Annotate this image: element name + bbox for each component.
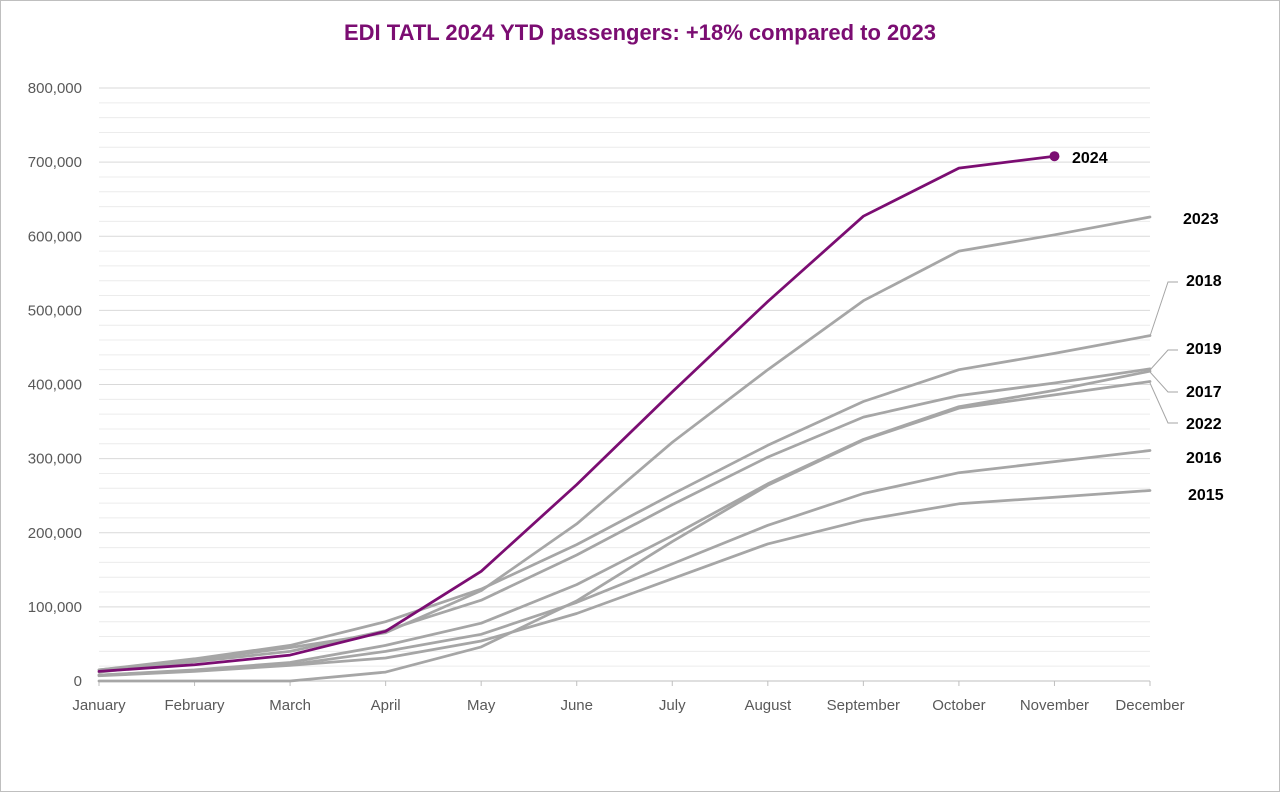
series-label-2016: 2016 bbox=[1186, 450, 1222, 467]
chart-title: EDI TATL 2024 YTD passengers: +18% compa… bbox=[343, 20, 936, 45]
series-line-2015 bbox=[97, 489, 1152, 678]
y-tick-label: 0 bbox=[74, 673, 82, 690]
x-tick-label: September bbox=[827, 697, 900, 714]
y-tick-label: 700,000 bbox=[28, 154, 82, 171]
x-tick-label: April bbox=[371, 697, 401, 714]
y-tick-label: 200,000 bbox=[28, 525, 82, 542]
series-label-2022: 2022 bbox=[1186, 416, 1222, 433]
x-tick-label: March bbox=[269, 697, 311, 714]
series-label-2018: 2018 bbox=[1186, 273, 1222, 290]
series-lines bbox=[97, 151, 1152, 683]
series-end-marker-2024 bbox=[1049, 151, 1060, 162]
leader-line-2019 bbox=[1149, 349, 1178, 371]
y-tick-label: 300,000 bbox=[28, 451, 82, 468]
y-tick-label: 400,000 bbox=[28, 377, 82, 394]
y-tick-label: 100,000 bbox=[28, 599, 82, 616]
x-tick-label: October bbox=[932, 697, 985, 714]
x-tick-label: May bbox=[467, 697, 496, 714]
series-label-2015: 2015 bbox=[1188, 487, 1224, 504]
series-line-2019 bbox=[97, 367, 1152, 674]
series-line-2024 bbox=[97, 154, 1056, 673]
gridlines bbox=[99, 87, 1150, 667]
series-line-2023 bbox=[97, 215, 1152, 672]
y-tick-label: 500,000 bbox=[28, 302, 82, 319]
leader-line-2022 bbox=[1149, 382, 1178, 424]
series-label-2017: 2017 bbox=[1186, 384, 1222, 401]
y-tick-label: 800,000 bbox=[28, 80, 82, 97]
x-tick-label: July bbox=[659, 697, 686, 714]
series-labels: 2024 2023 2018 2019 2017 2022 2016 2015 bbox=[1072, 150, 1224, 504]
x-tick-label: June bbox=[560, 697, 593, 714]
series-line-2018 bbox=[97, 334, 1152, 672]
x-tick-label: January bbox=[72, 697, 126, 714]
series-label-2019: 2019 bbox=[1186, 341, 1222, 358]
y-tick-label: 600,000 bbox=[28, 228, 82, 245]
series-line-2017 bbox=[97, 369, 1152, 677]
series-label-2023: 2023 bbox=[1183, 211, 1219, 228]
x-tick-label: December bbox=[1115, 697, 1184, 714]
x-tick-label: August bbox=[744, 697, 792, 714]
leader-line-2017 bbox=[1149, 371, 1178, 393]
leader-line-2018 bbox=[1149, 281, 1178, 337]
x-tick-label: November bbox=[1020, 697, 1089, 714]
x-tick-label: February bbox=[165, 697, 226, 714]
series-line-2022 bbox=[97, 380, 1152, 683]
series-label-2024: 2024 bbox=[1072, 150, 1108, 167]
